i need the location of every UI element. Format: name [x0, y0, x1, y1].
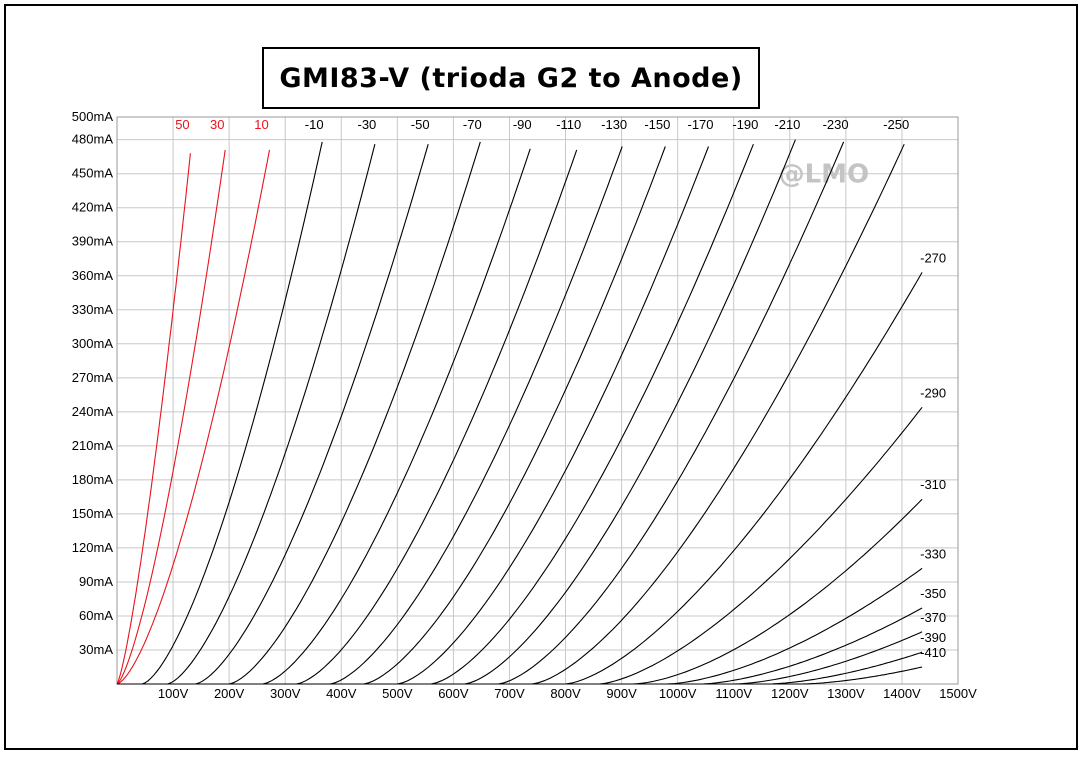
curve--250 [117, 143, 905, 685]
curve-label: 50 [175, 117, 189, 132]
watermark: @LMO [779, 160, 870, 190]
x-tick-label: 1400V [883, 686, 921, 701]
curve-label: -250 [883, 117, 909, 132]
curve--150 [117, 146, 666, 685]
x-tick-label: 600V [438, 686, 469, 701]
curve--10 [117, 141, 323, 685]
curve-label: -190 [732, 117, 758, 132]
curve-label: -290 [920, 385, 946, 400]
x-tick-label: 100V [158, 686, 189, 701]
curve-label: -130 [601, 117, 627, 132]
curve-label: 30 [210, 117, 224, 132]
y-tick-label: 330mA [72, 302, 114, 317]
y-tick-label: 120mA [72, 540, 114, 555]
curve-label: -210 [774, 117, 800, 132]
y-tick-label: 210mA [72, 438, 114, 453]
curve--370 [117, 631, 923, 685]
x-tick-label: 300V [270, 686, 301, 701]
x-tick-label: 800V [550, 686, 581, 701]
y-tick-label: 240mA [72, 404, 114, 419]
x-tick-label: 1100V [715, 686, 752, 701]
curve-label: -150 [644, 117, 670, 132]
curve-label: -230 [823, 117, 849, 132]
curve-label: -410 [920, 645, 946, 660]
x-tick-label: 200V [214, 686, 245, 701]
y-tick-label: 420mA [72, 200, 114, 215]
curve-label: -50 [411, 117, 430, 132]
curve--50 [117, 144, 429, 685]
curve--310 [117, 498, 923, 685]
curve--190 [117, 143, 754, 685]
curve-label: -110 [556, 117, 581, 132]
x-tick-label: 1300V [827, 686, 865, 701]
curve--270 [117, 272, 923, 685]
curve--170 [117, 146, 710, 685]
x-tick-label: 700V [494, 686, 525, 701]
curve-label: -170 [687, 117, 713, 132]
y-tick-label: 180mA [72, 472, 114, 487]
plot-area [117, 117, 958, 684]
y-tick-label: 500mA [72, 109, 114, 124]
curve-label: 10 [254, 117, 268, 132]
curve--110 [117, 149, 578, 685]
curve-label: -310 [920, 477, 946, 492]
y-tick-label: 270mA [72, 370, 114, 385]
y-tick-label: 450mA [72, 166, 114, 181]
x-tick-label: 400V [326, 686, 357, 701]
curve-label: -350 [920, 586, 946, 601]
y-tick-label: 60mA [79, 608, 113, 623]
curve-10 [116, 149, 271, 685]
curve--90 [117, 148, 531, 685]
curve-50 [116, 153, 191, 685]
x-tick-label: 900V [606, 686, 637, 701]
curve--70 [117, 141, 481, 685]
curve--410 [117, 666, 923, 685]
curve-30 [116, 149, 226, 685]
x-tick-label: 1200V [771, 686, 809, 701]
x-tick-label: 500V [382, 686, 413, 701]
curve-label: -390 [920, 630, 946, 645]
curve-label: -270 [920, 250, 946, 265]
curve--290 [117, 406, 923, 685]
y-tick-label: 390mA [72, 234, 114, 249]
x-tick-label: 1000V [659, 686, 697, 701]
curve-label: -70 [463, 117, 482, 132]
y-tick-label: 90mA [79, 574, 113, 589]
y-tick-label: 360mA [72, 268, 114, 283]
chart-title: GMI83-V (trioda G2 to Anode) [279, 62, 743, 94]
curve--390 [117, 651, 923, 685]
y-tick-label: 300mA [72, 336, 114, 351]
curve-label: -370 [920, 610, 946, 625]
curve-label: -10 [305, 117, 324, 132]
curve-label: -90 [513, 117, 532, 132]
curve-label: -30 [358, 117, 377, 132]
y-tick-label: 30mA [79, 642, 113, 657]
y-tick-label: 480mA [72, 132, 114, 147]
chart-title-box: GMI83-V (trioda G2 to Anode) [262, 47, 760, 109]
curve--130 [117, 146, 623, 685]
curve-label: -330 [920, 546, 946, 561]
curve--210 [117, 139, 796, 685]
curve--30 [117, 144, 376, 685]
curve--230 [117, 141, 845, 685]
curve--350 [117, 607, 923, 685]
curve--330 [117, 567, 923, 685]
x-tick-label: 1500V [939, 686, 977, 701]
y-tick-label: 150mA [72, 506, 114, 521]
